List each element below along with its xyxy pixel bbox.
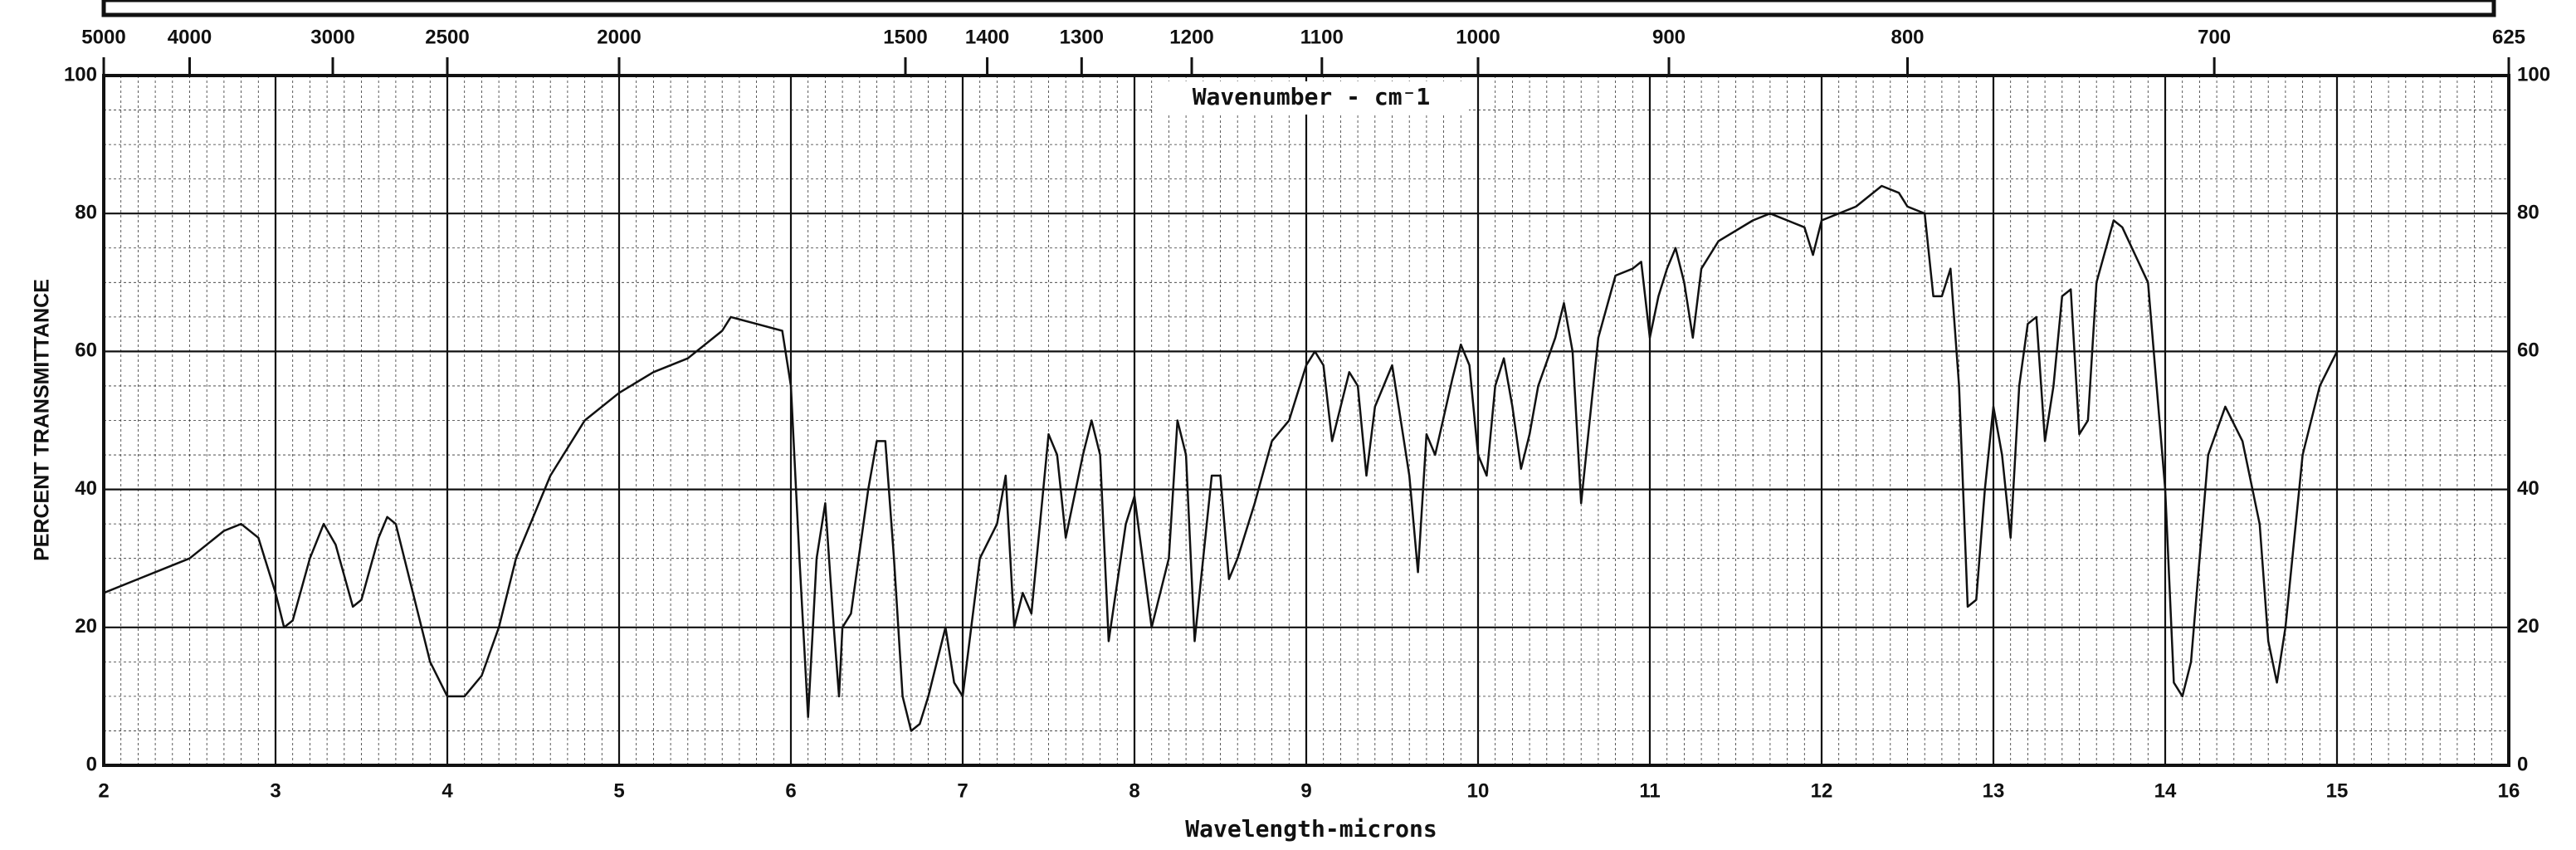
y2-tick-label: 0 <box>2517 753 2528 775</box>
x-tick-label: 6 <box>785 779 796 802</box>
x-tick-label: 4 <box>442 779 453 802</box>
y-tick-label: 80 <box>75 202 97 224</box>
x-tick-label: 13 <box>1983 779 2005 802</box>
y-tick-label: 20 <box>75 615 97 638</box>
x-tick-label: 3 <box>270 779 281 802</box>
x2-tick-label: 2500 <box>425 26 469 48</box>
x2-tick-label: 1400 <box>965 26 1009 48</box>
x2-tick-label: 1500 <box>883 26 927 48</box>
plot-frame <box>102 74 2510 767</box>
x-tick-label: 2 <box>98 779 109 802</box>
x2-tick-label: 625 <box>2492 26 2525 48</box>
y-tick-label: 0 <box>86 753 97 775</box>
x2-tick-label: 900 <box>1652 26 1686 48</box>
chart-title: Wavenumber - cm⁻1 <box>1193 83 1431 110</box>
x-tick-label: 5 <box>613 779 624 802</box>
x2-tick-label: 700 <box>2198 26 2231 48</box>
x-tick-label: 10 <box>1467 779 1490 802</box>
x-tick-label: 12 <box>1811 779 1833 802</box>
y-axis-label: PERCENT TRANSMITTANCE <box>31 279 54 561</box>
x2-tick-label: 1200 <box>1169 26 1213 48</box>
y-tick-label: 60 <box>75 340 97 362</box>
x-axis-label: Wavelength-microns <box>1185 815 1437 843</box>
x2-tick-label: 5000 <box>81 26 125 48</box>
title-box <box>1154 81 1469 115</box>
y-tick-label: 100 <box>64 63 97 85</box>
y2-tick-label: 20 <box>2517 615 2539 638</box>
y-tick-label: 40 <box>75 477 97 500</box>
x-tick-label: 7 <box>957 779 968 802</box>
top-frame <box>101 0 2496 17</box>
y2-tick-label: 60 <box>2517 340 2539 362</box>
x2-tick-label: 2000 <box>597 26 641 48</box>
x-tick-label: 9 <box>1300 779 1311 802</box>
x2-tick-label: 1000 <box>1456 26 1500 48</box>
spectrum-line <box>103 184 2339 732</box>
x-tick-label: 14 <box>2154 779 2177 802</box>
x-tick-label: 11 <box>1639 779 1660 802</box>
y2-tick-label: 80 <box>2517 202 2539 224</box>
y2-tick-label: 100 <box>2517 63 2550 85</box>
x2-tick-label: 4000 <box>168 26 212 48</box>
x2-tick-label: 3000 <box>310 26 354 48</box>
x2-tick-label: 1300 <box>1060 26 1104 48</box>
x-tick-label: 15 <box>2326 779 2349 802</box>
x2-tick-label: 1100 <box>1300 26 1344 48</box>
x-tick-label: 16 <box>2498 779 2520 802</box>
y2-tick-label: 40 <box>2517 477 2539 500</box>
x2-tick-label: 800 <box>1891 26 1924 48</box>
x-tick-label: 8 <box>1129 779 1139 802</box>
